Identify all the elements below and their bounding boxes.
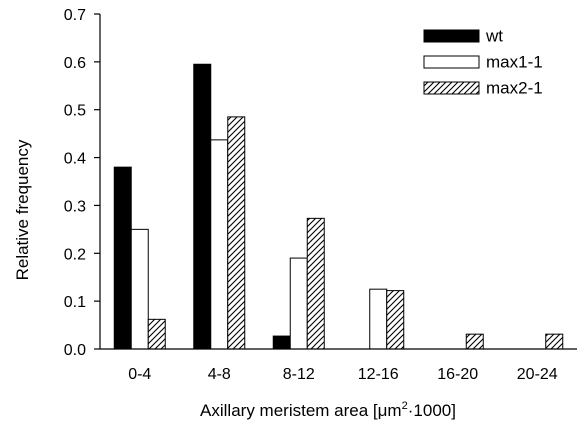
- x-axis-title-dot: ·: [408, 401, 414, 420]
- legend-swatch-max2-1: [423, 81, 480, 95]
- x-tick-label: 20-24: [517, 366, 558, 383]
- bar-max2-1-4-8: [227, 116, 246, 350]
- bar-max2-1-8-12: [306, 217, 325, 350]
- bar-max1-1-12-16: [369, 288, 388, 350]
- legend: wt max1-1 max2-1: [423, 27, 543, 98]
- x-axis-title-superscript: 2: [402, 400, 408, 412]
- bar-wt-4-8: [193, 63, 212, 350]
- y-tick-label: 0.0: [64, 342, 86, 359]
- legend-label-max2-1: max2-1: [486, 79, 543, 98]
- bar-wt-0-4: [113, 166, 132, 350]
- axes: [99, 14, 577, 350]
- bar-max2-1-0-4: [147, 318, 166, 350]
- bar-wt-8-12: [272, 335, 291, 350]
- legend-swatch-max1-1: [423, 55, 480, 69]
- legend-swatch-wt: [423, 29, 480, 43]
- x-axis-title: Axillary meristem area [μm2·1000]: [200, 400, 456, 420]
- bar-max2-1-20-24: [545, 333, 564, 350]
- x-tick-label: 4-8: [208, 366, 231, 383]
- x-axis-title-suffix: 1000]: [413, 401, 456, 420]
- x-tick-label: 8-12: [283, 366, 315, 383]
- y-tick-label: 0.7: [64, 7, 86, 24]
- x-tick-label: 16-20: [437, 366, 478, 383]
- legend-label-max1-1: max1-1: [486, 53, 543, 72]
- y-tick-label: 0.3: [64, 198, 86, 215]
- y-tick-label: 0.6: [64, 55, 86, 72]
- legend-label-wt: wt: [485, 27, 503, 46]
- plot-area: [113, 63, 564, 350]
- y-axis-title: Relative frequency: [13, 139, 32, 280]
- x-tick-label: 12-16: [358, 366, 399, 383]
- y-tick-label: 0.4: [64, 151, 86, 168]
- x-axis-title-prefix: Axillary meristem area [: [200, 401, 378, 420]
- bar-max2-1-12-16: [386, 290, 405, 350]
- y-tick-label: 0.2: [64, 246, 86, 263]
- y-axis-ticks: 0.0 0.1 0.2 0.3 0.4 0.5 0.6 0.7: [64, 7, 100, 359]
- y-tick-label: 0.5: [64, 103, 86, 120]
- bar-max1-1-4-8: [210, 139, 229, 350]
- x-tick-label: 0-4: [128, 366, 151, 383]
- x-axis-ticks: 0-4 4-8 8-12 12-16 16-20 20-24: [128, 366, 558, 383]
- bar-max2-1-16-20: [465, 333, 484, 350]
- bar-max1-1-0-4: [130, 228, 149, 350]
- y-tick-label: 0.1: [64, 294, 86, 311]
- x-axis-title-unit: μm: [378, 401, 402, 420]
- bar-max1-1-8-12: [289, 257, 308, 350]
